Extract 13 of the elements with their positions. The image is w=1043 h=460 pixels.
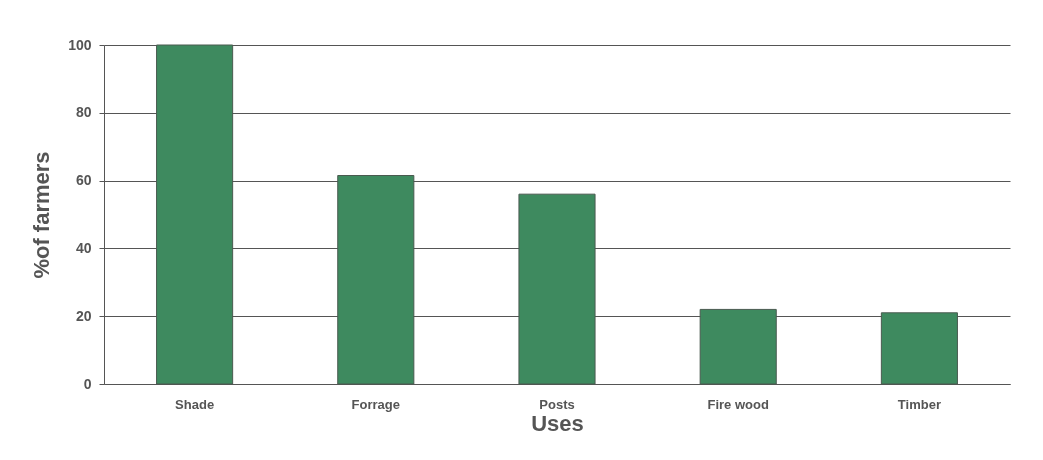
y-axis-title: %of farmers <box>29 151 55 279</box>
x-tick-label: Forrage <box>351 396 400 412</box>
y-tick-label: 100 <box>68 36 92 53</box>
y-tick-label: 40 <box>75 239 92 256</box>
y-tick-label: 0 <box>83 375 92 392</box>
x-tick-label: Shade <box>175 396 215 412</box>
x-tick-label: Posts <box>539 396 575 412</box>
y-tick-label: 20 <box>75 307 92 324</box>
x-tick-label: Timber <box>897 396 941 412</box>
x-axis-title: Uses <box>531 410 584 436</box>
x-tick-label: Fire wood <box>707 396 769 412</box>
y-tick-label: 60 <box>75 172 92 189</box>
y-tick-label: 80 <box>75 104 92 121</box>
